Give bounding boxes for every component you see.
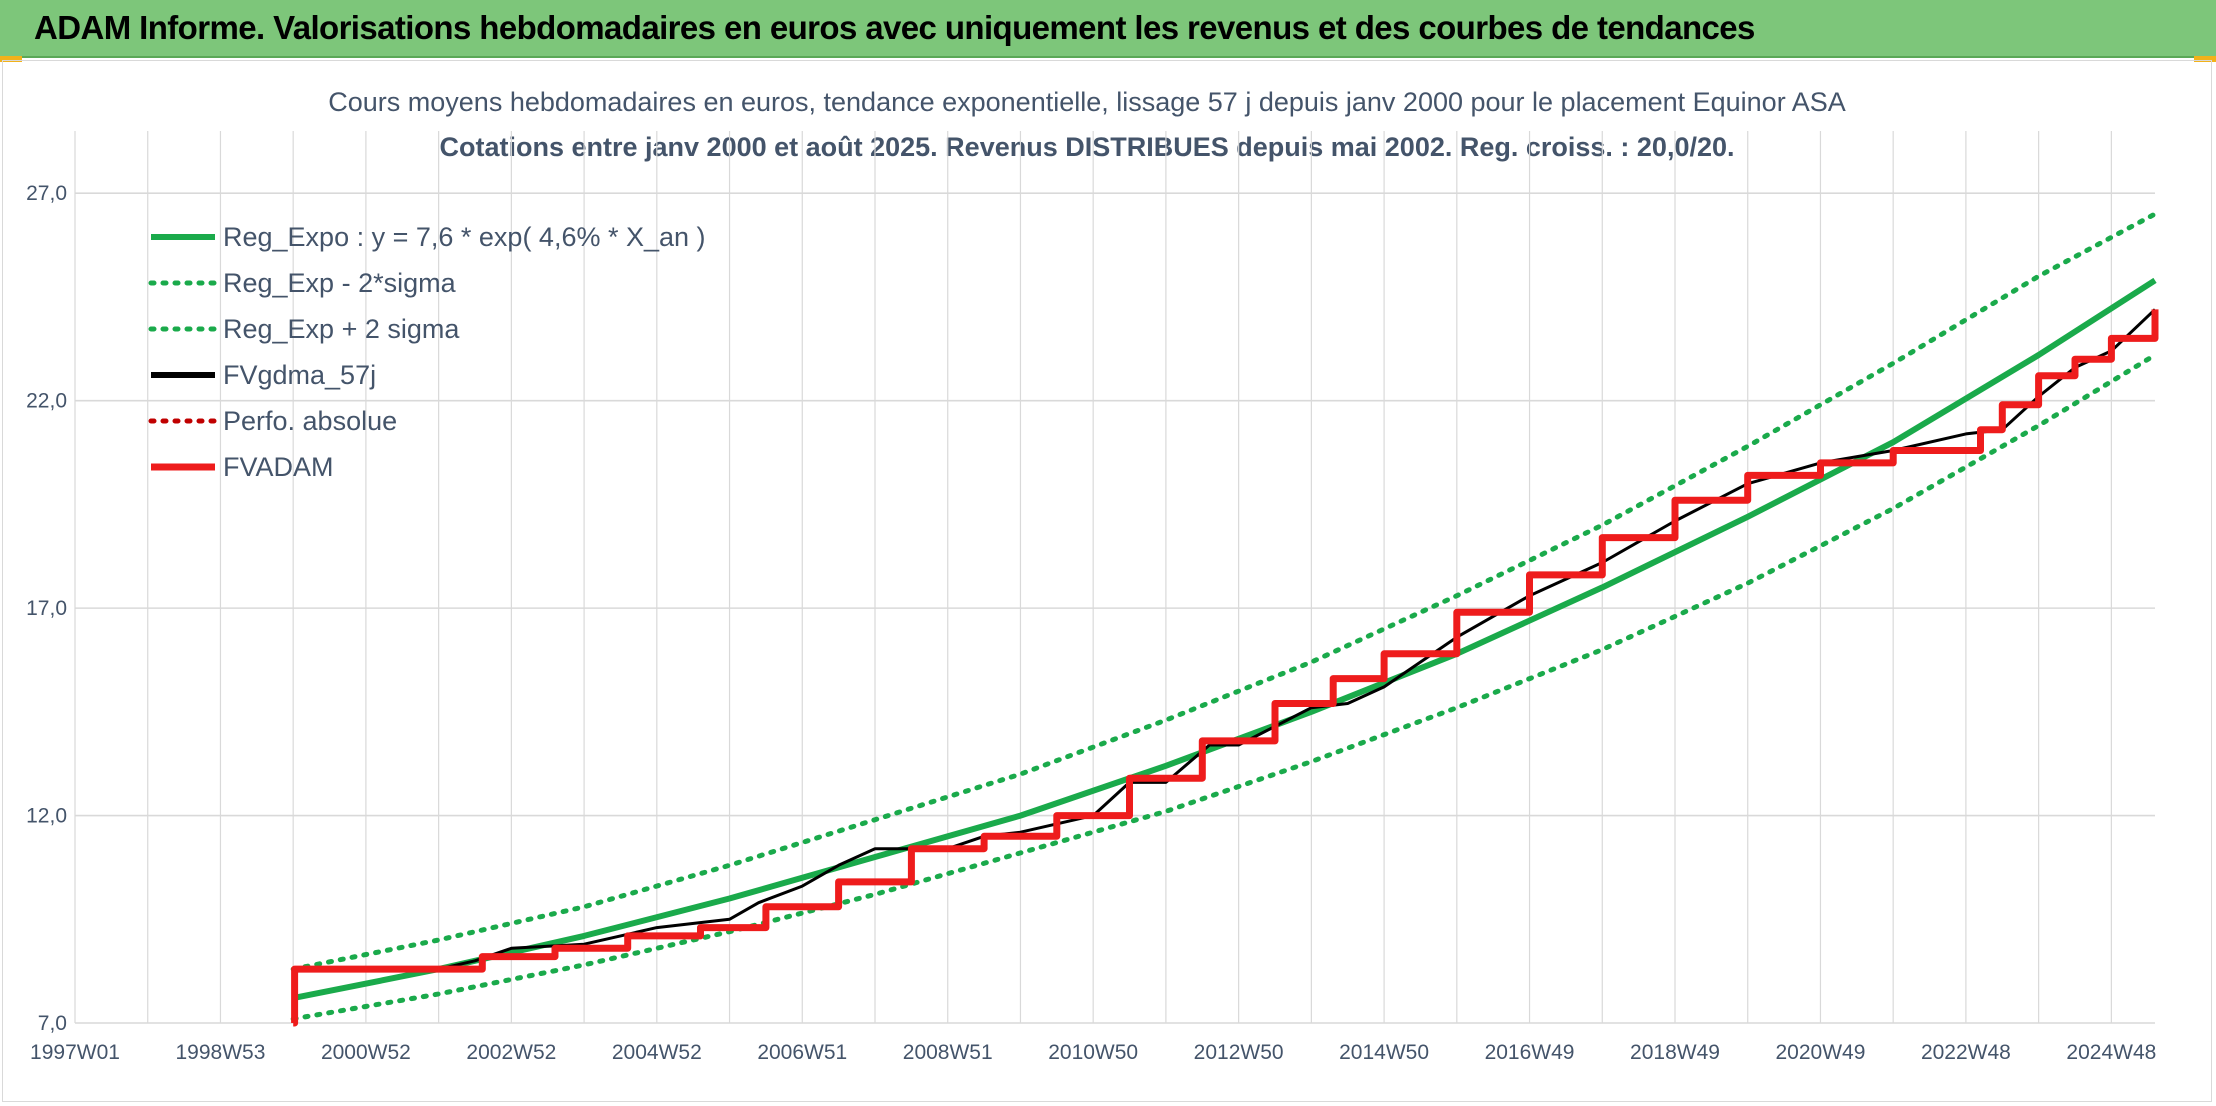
series-line-5 [291, 309, 2159, 1027]
x-tick-label: 2018W49 [1630, 1041, 1720, 1064]
header-bar: ADAM Informe. Valorisations hebdomadaire… [0, 0, 2216, 58]
legend-label: Perfo. absolue [223, 406, 397, 436]
legend-label: FVgdma_57j [223, 360, 376, 390]
y-tick-label: 7,0 [38, 1012, 67, 1035]
series-layer [290, 211, 2159, 1027]
y-tick-label: 22,0 [26, 390, 67, 413]
x-tick-label: 2000W52 [321, 1041, 411, 1064]
x-tick-label: 2002W52 [466, 1041, 556, 1064]
x-tick-label: 2010W50 [1048, 1041, 1138, 1064]
legend: Reg_Expo : y = 7,6 * exp( 4,6% * X_an ) R… [148, 222, 706, 482]
x-tick-label: 2012W50 [1194, 1041, 1284, 1064]
series-line-2 [290, 211, 2158, 972]
page-title: ADAM Informe. Valorisations hebdomadaire… [34, 9, 1755, 46]
series-line-0 [292, 277, 2157, 1002]
corner-accent-top-right [2194, 56, 2216, 62]
corner-accent-top-left [0, 56, 22, 62]
x-tick-label: 2004W52 [612, 1041, 702, 1064]
x-tick-label: 2020W49 [1776, 1041, 1866, 1064]
x-tick-label: 2024W48 [2066, 1041, 2156, 1064]
x-tick-label: 1997W01 [30, 1041, 120, 1064]
x-tick-label: 2022W48 [1921, 1041, 2011, 1064]
legend-label: Reg_Exp + 2 sigma [223, 314, 460, 344]
legend-label: Reg_Expo : y = 7,6 * exp( 4,6% * X_an ) [223, 222, 706, 252]
y-tick-label: 12,0 [26, 805, 67, 828]
x-tick-label: 2006W51 [757, 1041, 847, 1064]
chart-title: Cours moyens hebdomadaires en euros, ten… [328, 87, 1845, 117]
grid-layer [74, 131, 2155, 1024]
series-line-1 [290, 352, 2158, 1022]
series-line-3 [291, 308, 2157, 1024]
x-tick-label: 2014W50 [1339, 1041, 1429, 1064]
chart-subtitle: Cotations entre janv 2000 et août 2025. … [440, 132, 1735, 162]
legend-label: FVADAM [223, 452, 334, 482]
chart-area: Cours moyens hebdomadaires en euros, ten… [2, 60, 2212, 1102]
y-tick-label: 27,0 [26, 182, 67, 205]
x-tick-label: 1998W53 [176, 1041, 266, 1064]
tick-label-layer: 7,0 12,0 17,0 22,0 27,0 1997W01 1998W53 2000W52… [26, 182, 2156, 1064]
y-tick-label: 17,0 [26, 597, 67, 620]
legend-label: Reg_Exp - 2*sigma [223, 268, 457, 298]
x-tick-label: 2016W49 [1485, 1041, 1575, 1064]
x-tick-label: 2008W51 [903, 1041, 993, 1064]
chart-svg: Cours moyens hebdomadaires en euros, ten… [26, 87, 2159, 1064]
